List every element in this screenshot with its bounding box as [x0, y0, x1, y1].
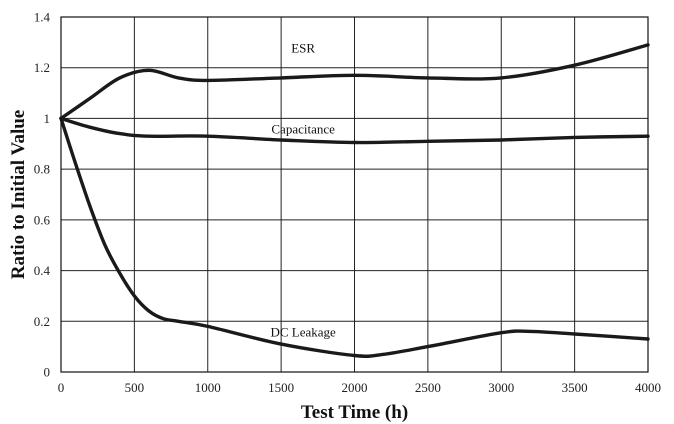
y-tick-label: 0.8	[34, 162, 50, 177]
y-tick-label: 1	[44, 111, 51, 126]
x-axis-title: Test Time (h)	[301, 402, 408, 423]
x-tick-label: 4000	[635, 380, 661, 395]
y-tick-label: 1.4	[34, 10, 51, 25]
series-label-dc-leakage: DC Leakage	[270, 325, 336, 340]
x-tick-label: 3500	[562, 380, 588, 395]
x-tick-label: 2000	[342, 380, 368, 395]
y-tick-label: 1.2	[34, 60, 50, 75]
y-tick-label: 0.2	[34, 314, 50, 329]
series-line-dc-leakage	[59, 116, 650, 358]
series-lines	[59, 43, 650, 358]
y-tick-label: 0.4	[34, 263, 51, 278]
plot-frame	[60, 16, 649, 373]
x-tick-label: 1000	[195, 380, 221, 395]
x-tick-label: 500	[125, 380, 145, 395]
series-line-capacitance	[59, 116, 650, 145]
x-tick-label: 3000	[488, 380, 514, 395]
x-tick-label: 0	[58, 380, 65, 395]
y-tick-label: 0.6	[34, 212, 51, 227]
series-labels: ESR Capacitance DC Leakage	[270, 41, 336, 340]
series-line-esr	[59, 43, 650, 121]
series-label-esr: ESR	[291, 41, 315, 56]
series-label-capacitance: Capacitance	[271, 122, 335, 137]
x-tick-label: 2500	[415, 380, 441, 395]
tick-labels: 0 500 1000 1500 2000 2500 3000 3500 4000 0 0.2 0.4 0…	[34, 10, 661, 396]
y-axis-title: Ratio to Initial Value	[8, 110, 29, 279]
y-tick-label: 0	[44, 365, 51, 380]
x-tick-label: 1500	[268, 380, 294, 395]
